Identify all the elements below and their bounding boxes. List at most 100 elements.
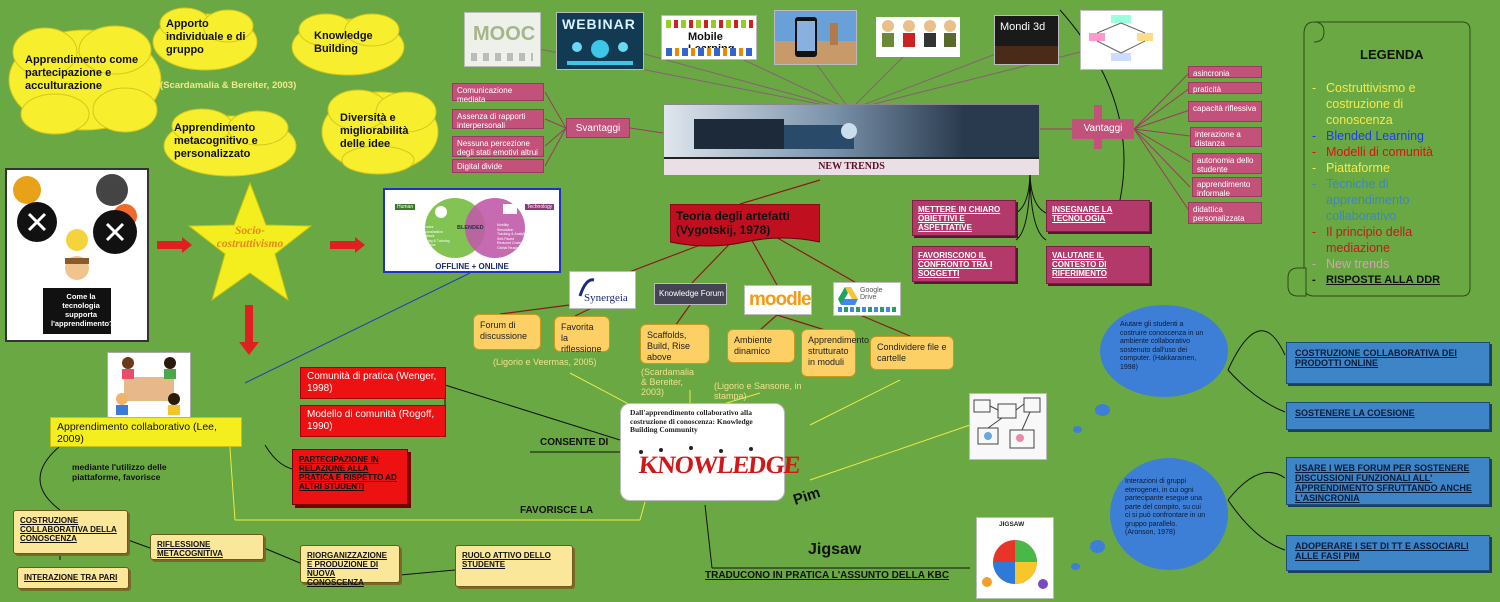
bubble-dot [1071,563,1080,570]
world-scene [995,46,1058,64]
vantaggio-item: didattica personalizzata [1188,202,1262,224]
legend-bullet: - [1312,145,1317,159]
moodle-label: moodle [749,289,811,310]
teoria-artefatti: Teoria degli artefatti (Vygotskij, 1978) [670,204,820,250]
word-cloud-deco [666,48,754,56]
synergeia-icon [578,278,595,297]
blended-item: Simulation [497,227,514,232]
scroll-box: RUOLO ATTIVO DELLO STUDENTE [455,545,573,587]
blended-item: Global Reach [497,245,519,250]
mediation-box: FAVORISCONO IL CONFRONTO TRA I SOGGETTI [912,246,1016,282]
cloud-text: Apporto individuale e di gruppo [166,18,246,56]
new-trends-label: NEW TRENDS [664,159,1039,175]
legend-text: New trends [1326,257,1390,271]
citation-platform: (Ligorio e Sansone, in stampa) [714,381,802,401]
blended-item: Personalization [419,229,443,234]
blended-item: Tracking & Analytics [497,232,529,236]
legend-bullet: - [1312,161,1317,175]
feature-box: Favorita la riflessione [554,316,610,354]
avatars-tile [876,17,960,57]
traducono-label: TRADUCONO IN PRATICA L'ASSUNTO DELLA KBC [705,570,950,581]
star-label: Socio-costruttivismo [216,225,284,250]
ddr-answer: COSTRUZIONE COLLABORATIVA DEI PRODOTTI O… [1286,342,1490,384]
blended-learning-diagram: Human Technology BLENDED Instructor Perso… [383,188,561,273]
mondi-3d-tile: Mondi 3d [994,15,1059,65]
legend-item: - Modelli di comunità [1312,144,1454,160]
diagram-tile [1080,10,1163,70]
jigsaw-label: Jigsaw [808,541,862,558]
blended-item: Feedback [419,234,435,238]
svantaggio-item: Nessuna percezione degli stati emotivi a… [452,136,544,157]
vantaggi-label: Vantaggi [1072,119,1134,139]
feature-box: Condividere file e cartelle [870,336,954,370]
legend-text: Il principio della mediazione [1326,225,1413,255]
synergeia-label: Synergeia [584,292,628,304]
svantaggio-item: Comunicazione mediata [452,83,544,104]
vantaggio-item: autonomia dello studente [1192,153,1262,174]
legend-bullet: - [1312,129,1317,143]
people-network-icon [567,40,633,65]
mediante-label: mediante l'utilizzo delle piattaforme, f… [72,462,167,482]
bubble-text: Aiutare gli studenti a costruire conosce… [1120,321,1204,371]
synergeia-logo: Synergeia [569,271,636,309]
legend-item: - Tecniche di apprendimento collaborativo [1312,176,1454,224]
intro-illustration: Come la tecnologia supporta l'apprendime… [5,168,149,342]
avatars-icon [882,20,956,47]
ddr-answer: ADOPERARE I SET DI TT E ASSOCIARLI ALLE … [1286,535,1490,571]
scroll-box: INTERAZIONE TRA PARI [17,567,129,589]
vantaggio-item: capacità riflessiva [1188,101,1262,122]
legend-bullet: - [1312,257,1317,271]
scroll-box: RIFLESSIONE METACOGNITIVA [150,534,264,560]
new-trends-image: NEW TRENDS [663,104,1040,175]
legend-text: Blended Learning [1326,129,1424,143]
vantaggio-item: apprendimento informale [1192,177,1262,198]
jigsaw-image: JIGSAW [976,517,1054,599]
thought-bubble: Aiutare gli studenti a costruire conosce… [1100,305,1228,397]
mooc-tile: MOOC [464,12,541,67]
vantaggio-item: praticità [1188,82,1262,94]
feature-box: Forum di discussione [473,314,541,350]
cloud-apprendimento-partecipazione: Apprendimento come partecipazione e accu… [5,22,165,137]
cloud-knowledge-building: Knowledge Building [288,12,408,78]
bubble-dot [1095,404,1110,416]
google-drive-logo: Google Drive [833,282,901,316]
webinar-tile: WEBINAR [556,12,644,70]
legend-bullet: - [1312,225,1317,239]
bubble-dot [1090,540,1105,553]
sketch-diagram-icon [973,397,1041,449]
legend-title: LEGENDA [1360,47,1424,62]
webinar-label: WEBINAR [562,16,636,32]
favorisce-la-label: FAVORISCE LA [520,505,594,516]
blended-left-header: Human [395,204,416,210]
svantaggio-item: Assenza di rapporti interpersonali [452,109,544,130]
drive-apps-row [838,307,896,312]
legend-text: RISPOSTE ALLA DDR [1326,274,1441,286]
mediation-box: INSEGNARE LA TECNOLOGIA [1046,200,1150,232]
google-drive-label: Google Drive [860,287,883,301]
citation-platform: (Scardamalia & Bereiter, 2003) [641,367,695,397]
blended-item: Mobility [497,223,509,227]
mobile-learning-tile: Mobile Learning [661,15,757,60]
legend-item: - RISPOSTE ALLA DDR [1312,272,1454,288]
blended-center: BLENDED [457,225,484,231]
ants-icon [639,446,753,454]
puzzle-icon [982,540,1048,589]
cloud-apporto: Apporto individuale e di gruppo [150,6,260,74]
word-cloud-deco [666,20,754,28]
cloud-text: Knowledge Building [314,30,373,55]
partecipazione-box: PARTECIPAZIONE IN RELAZIONE ALLA PRATICA… [292,449,408,505]
intro-caption: Come la tecnologia supporta l'apprendime… [51,292,114,328]
blended-right-items: Mobility Simulation Tracking & Analytics Se… [497,223,528,250]
citation-platform: (Ligorio e Veermas, 2005) [493,357,597,367]
smartphone-icon [775,17,856,64]
blended-item: Relevance [419,243,436,247]
citation-scardamalia: (Scardamalia & Bereiter, 2003) [160,80,297,91]
kbc-title: Dall'apprendimento collaborativo alla co… [630,408,753,434]
legend-item: - Il principio della mediazione [1312,224,1454,256]
cloud-text: Apprendimento metacognitivo e personaliz… [174,122,258,160]
thought-bubble: Interazioni di gruppi eterogenei, in cui… [1110,458,1228,570]
gears-lightbulb-icon [13,174,137,334]
vantaggio-item: asincronia [1188,66,1262,78]
legend-bullet: - [1312,81,1317,95]
